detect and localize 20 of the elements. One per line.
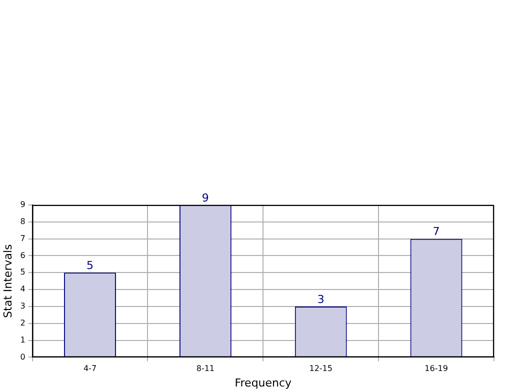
y-tick-label: 5 — [20, 268, 26, 277]
data-label: 3 — [317, 292, 324, 306]
x-tick-label: 16-19 — [424, 364, 448, 374]
x-tick-label: 8-11 — [196, 364, 215, 374]
y-tick-label: 9 — [20, 200, 26, 210]
y-tick-label: 0 — [20, 352, 26, 362]
y-tick-label: 8 — [20, 216, 26, 226]
data-label: 9 — [202, 191, 209, 204]
y-axis-title: Stat Intervals — [1, 244, 14, 318]
y-tick-label: 4 — [20, 284, 26, 294]
y-tick-label: 3 — [20, 302, 26, 311]
y-tick-label: 6 — [20, 250, 26, 260]
y-tick-label: 2 — [20, 318, 26, 328]
x-tick-label: 4-7 — [83, 364, 97, 374]
y-tick-label: 1 — [20, 335, 26, 344]
y-tick-label: 7 — [20, 234, 26, 243]
data-label: 7 — [432, 225, 440, 238]
x-axis-title: Frequency — [234, 376, 292, 390]
data-label: 5 — [86, 259, 94, 272]
x-tick-label: 12-15 — [309, 364, 332, 374]
